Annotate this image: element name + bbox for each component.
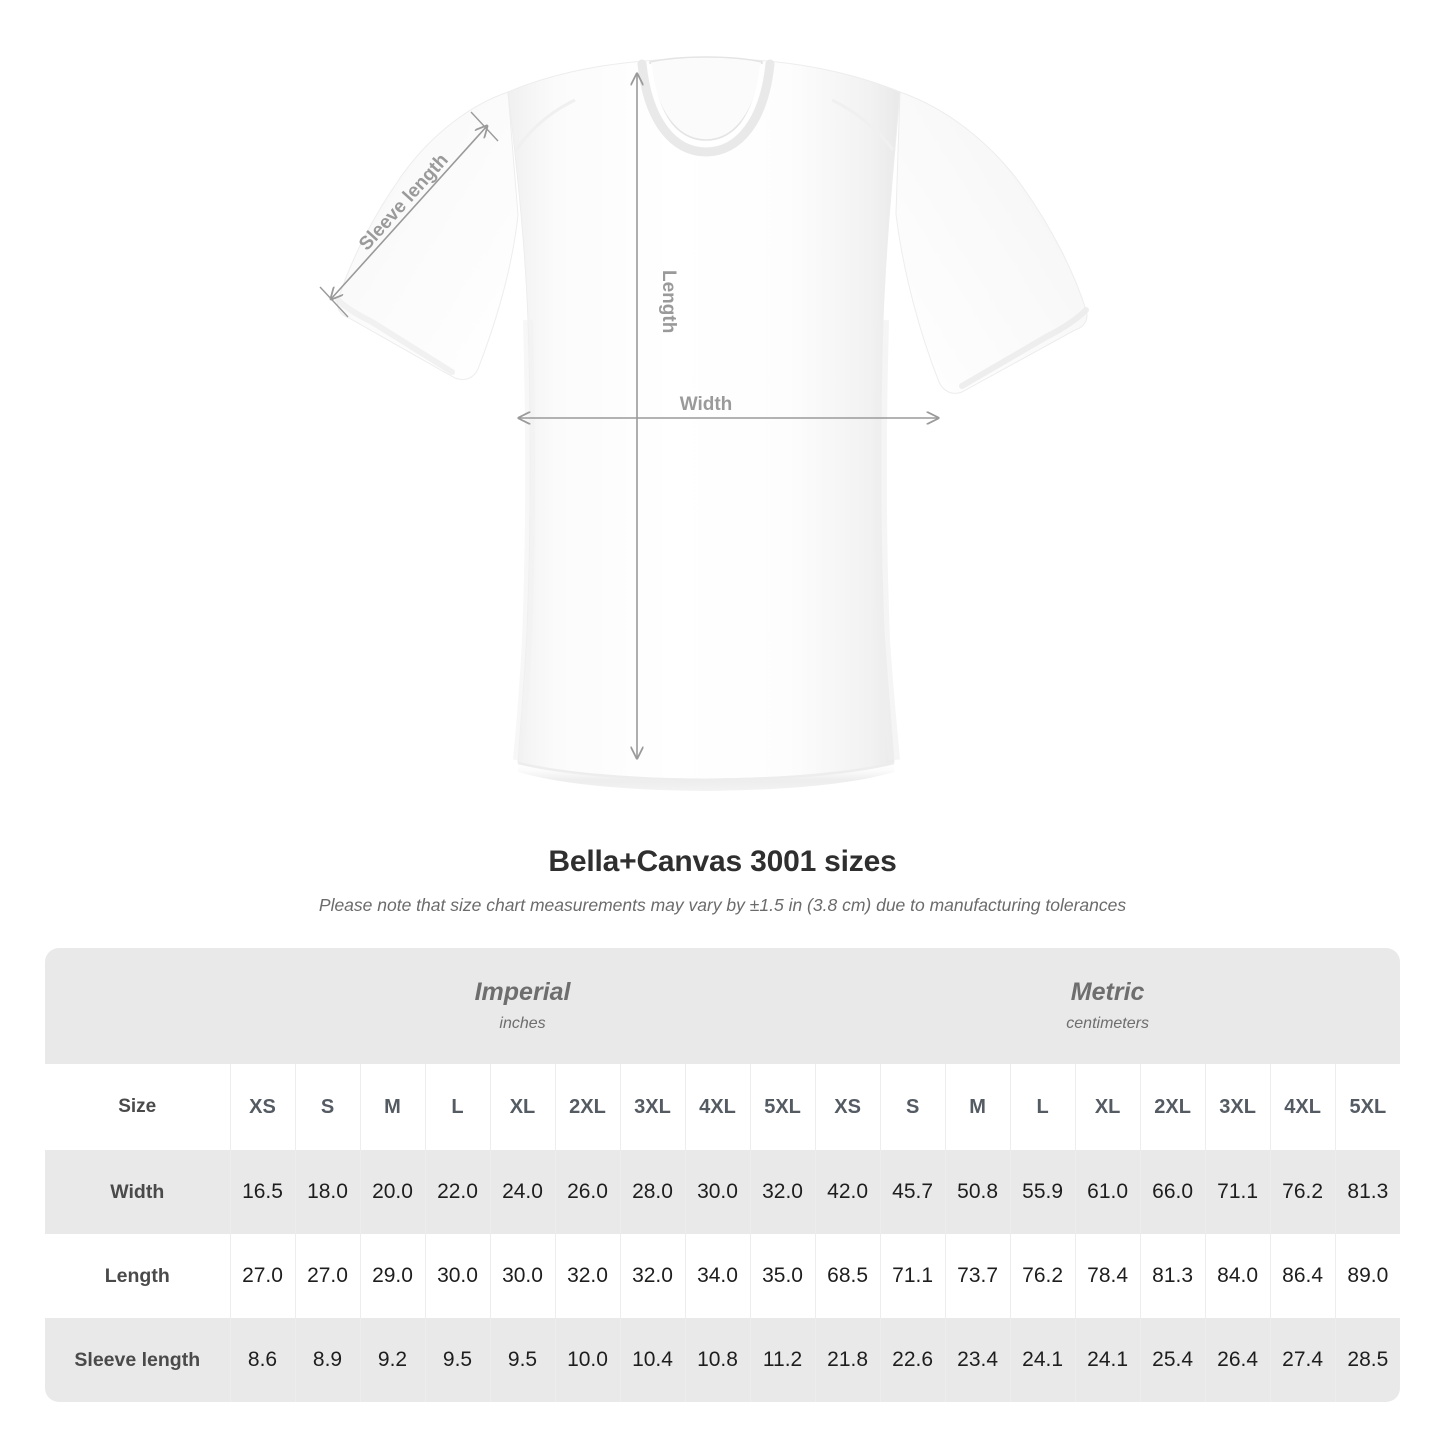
unit-group-imperial: Imperial inches <box>230 948 816 1064</box>
measurement-cell: 28.0 <box>619 1150 685 1234</box>
measurement-cell: 22.0 <box>424 1150 490 1234</box>
measurement-cell: 45.7 <box>879 1150 946 1234</box>
measurement-cell: 55.9 <box>1009 1150 1076 1234</box>
measurement-cell: 27.0 <box>229 1234 295 1318</box>
size-header-cell: L <box>1009 1064 1076 1150</box>
measurement-cell: 24.1 <box>1074 1318 1141 1402</box>
measurement-cell: 71.1 <box>1204 1150 1271 1234</box>
size-header-row: Size XS S M L XL 2XL 3XL 4XL 5XL XS S M L XL 2XL 3XL 4XL 5… <box>45 1064 1401 1150</box>
measurement-cell: 16.5 <box>229 1150 295 1234</box>
measurement-cell: 76.2 <box>1009 1234 1076 1318</box>
size-header-cell: 3XL <box>1204 1064 1271 1150</box>
size-header-cell: M <box>359 1064 425 1150</box>
size-chart-table: Imperial inches Metric centimeters Size XS S M L… <box>45 948 1401 1402</box>
size-table-wrapper: Imperial inches Metric centimeters Size XS S M L… <box>45 948 1401 1402</box>
measurement-cell: 11.2 <box>749 1318 816 1402</box>
measurement-cell: 21.8 <box>814 1318 881 1402</box>
measurement-cell: 9.2 <box>359 1318 425 1402</box>
measurement-cell: 84.0 <box>1204 1234 1271 1318</box>
measurement-cell: 9.5 <box>489 1318 555 1402</box>
unit-group-unit: centimeters <box>1066 1015 1149 1033</box>
row-label-length: Length <box>45 1234 230 1318</box>
unit-group-unit: inches <box>499 1015 546 1033</box>
measurement-cell: 34.0 <box>684 1234 750 1318</box>
measurement-cell: 8.6 <box>229 1318 295 1402</box>
measurement-cell: 68.5 <box>814 1234 881 1318</box>
measurement-cell: 81.3 <box>1139 1234 1206 1318</box>
tshirt-measurement-diagram: Length Width Sleeve length <box>319 56 1089 791</box>
measurement-cell: 78.4 <box>1074 1234 1141 1318</box>
title-block: Bella+Canvas 3001 sizes Please note that… <box>0 845 1445 916</box>
measurement-cell: 89.0 <box>1334 1234 1401 1318</box>
table-row: Sleeve length 8.6 8.9 9.2 9.5 9.5 10.0 10.4 10.8… <box>45 1318 1401 1402</box>
measurement-cell: 50.8 <box>944 1150 1011 1234</box>
size-header-cell: 3XL <box>619 1064 685 1150</box>
size-header-cell: 4XL <box>1269 1064 1336 1150</box>
size-header-cell: 5XL <box>1334 1064 1401 1150</box>
measurement-cell: 10.0 <box>554 1318 620 1402</box>
unit-group-metric: Metric centimeters <box>815 948 1401 1064</box>
measurement-cell: 32.0 <box>619 1234 685 1318</box>
table-row: Length 27.0 27.0 29.0 30.0 30.0 32.0 32.0 34.0 35… <box>45 1234 1401 1318</box>
measurement-cell: 32.0 <box>749 1150 816 1234</box>
measurement-cell: 27.0 <box>294 1234 360 1318</box>
size-header-cell: S <box>294 1064 360 1150</box>
column-header-size: Size <box>45 1064 230 1150</box>
length-label: Length <box>658 270 679 333</box>
measurement-cell: 73.7 <box>944 1234 1011 1318</box>
measurement-cell: 22.6 <box>879 1318 946 1402</box>
size-header-cell: 4XL <box>684 1064 750 1150</box>
measurement-cell: 32.0 <box>554 1234 620 1318</box>
row-label-width: Width <box>45 1150 230 1234</box>
unit-group-row: Imperial inches Metric centimeters <box>45 948 1401 1064</box>
measurement-cell: 24.1 <box>1009 1318 1076 1402</box>
measurement-cell: 30.0 <box>684 1150 750 1234</box>
measurement-cell: 18.0 <box>294 1150 360 1234</box>
size-header-cell: XS <box>814 1064 881 1150</box>
unit-group-name: Metric <box>1070 977 1145 1006</box>
row-label-sleeve-length: Sleeve length <box>45 1318 230 1402</box>
measurement-cell: 24.0 <box>489 1150 555 1234</box>
size-header-cell: L <box>424 1064 490 1150</box>
size-header-cell: 2XL <box>1139 1064 1206 1150</box>
measurement-cell: 10.8 <box>684 1318 750 1402</box>
measurement-cell: 10.4 <box>619 1318 685 1402</box>
unit-group-name: Imperial <box>474 977 571 1006</box>
measurement-cell: 30.0 <box>489 1234 555 1318</box>
measurement-cell: 81.3 <box>1334 1150 1401 1234</box>
width-label: Width <box>680 394 733 415</box>
measurement-cell: 27.4 <box>1269 1318 1336 1402</box>
measurement-cell: 23.4 <box>944 1318 1011 1402</box>
size-header-cell: 5XL <box>749 1064 816 1150</box>
measurement-cell: 71.1 <box>879 1234 946 1318</box>
width-measurement: Width <box>519 394 938 418</box>
size-header-cell: S <box>879 1064 946 1150</box>
measurement-cell: 30.0 <box>424 1234 490 1318</box>
measurement-cell: 28.5 <box>1334 1318 1401 1402</box>
unit-row-spacer <box>45 948 230 1064</box>
measurement-cell: 26.0 <box>554 1150 620 1234</box>
size-header-cell: XL <box>489 1064 555 1150</box>
measurement-cell: 42.0 <box>814 1150 881 1234</box>
measurement-cell: 8.9 <box>294 1318 360 1402</box>
measurement-cell: 9.5 <box>424 1318 490 1402</box>
measurement-cell: 76.2 <box>1269 1150 1336 1234</box>
measurement-cell: 61.0 <box>1074 1150 1141 1234</box>
size-header-cell: XS <box>229 1064 295 1150</box>
measurement-cell: 29.0 <box>359 1234 425 1318</box>
measurement-cell: 86.4 <box>1269 1234 1336 1318</box>
table-row: Width 16.5 18.0 20.0 22.0 24.0 26.0 28.0 30.0 32.… <box>45 1150 1401 1234</box>
tolerance-note: Please note that size chart measurements… <box>318 895 1127 915</box>
size-header-cell: 2XL <box>554 1064 620 1150</box>
size-header-cell: M <box>944 1064 1011 1150</box>
measurement-cell: 66.0 <box>1139 1150 1206 1234</box>
measurement-cell: 26.4 <box>1204 1318 1271 1402</box>
page-title: Bella+Canvas 3001 sizes <box>548 845 897 878</box>
measurement-cell: 35.0 <box>749 1234 816 1318</box>
size-header-cell: XL <box>1074 1064 1141 1150</box>
measurement-cell: 20.0 <box>359 1150 425 1234</box>
measurement-cell: 25.4 <box>1139 1318 1206 1402</box>
